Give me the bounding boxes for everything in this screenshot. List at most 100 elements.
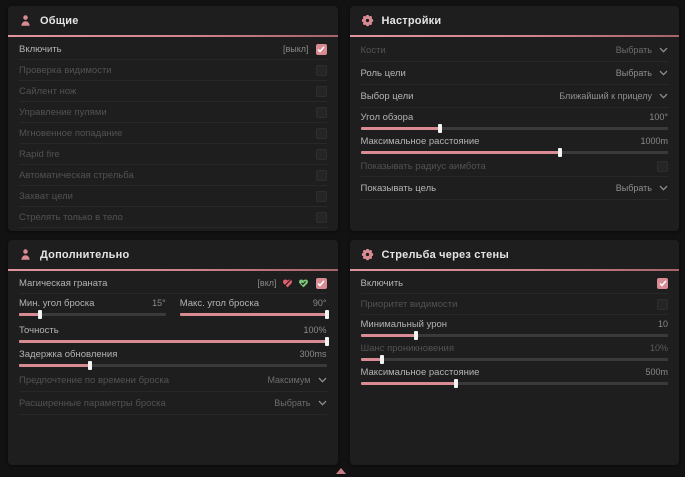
panel-title: Стрельба через стены [381,248,509,261]
dropdown[interactable]: Выбрать [616,45,668,55]
dropdown-value: Выбрать [615,45,652,55]
slider-track[interactable] [179,310,329,319]
dropdown-value: Выбрать [615,183,652,193]
toggle-row: Управление пулями [19,102,327,123]
toggle-row: Захват цели [19,186,327,207]
slider-header: Точность 100% [19,325,327,336]
dropdown[interactable]: Ближайший к прицелу [559,91,668,101]
slider-track[interactable] [360,148,668,157]
chevron-down-icon [318,400,327,406]
panel-header: Настройки [350,6,680,35]
slider-value: 100% [303,325,327,335]
slider-thumb[interactable] [558,148,563,157]
panel-header: Общие [8,6,338,35]
dropdown[interactable]: Выбрать [274,398,326,408]
dropdown-label: Расширенные параметры броска [19,397,166,409]
slider-label: Мин. угол броска [19,298,95,309]
slider-thumb[interactable] [380,355,385,364]
slider-thumb[interactable] [453,379,458,388]
slider-thumb[interactable] [324,310,329,319]
dropdown-label: Кости [360,44,386,56]
toggle-label: Стрелять только в тело [19,211,123,223]
checkbox[interactable] [657,160,668,172]
checkbox[interactable] [315,277,327,289]
dropdown-label: Предпочтение по времени броска [19,374,169,386]
toggle-row: Стрелять только в тело [19,207,327,228]
slider-track[interactable] [360,124,668,133]
slider-fill [360,124,443,133]
slider-track[interactable] [19,310,166,319]
toggle-label: Захват цели [19,190,73,202]
chevron-down-icon [659,93,668,99]
checkbox[interactable] [315,85,327,97]
gear-icon [361,14,374,27]
checkbox[interactable] [315,106,327,118]
slider-header: Шанс проникновения 10% [361,343,669,354]
slider-row: Максимальное расстояние 1000m [360,132,668,157]
dropdown[interactable]: Выбрать [616,183,668,193]
slider-value: 1000m [640,136,668,146]
slider-track[interactable] [360,355,668,364]
slider-track[interactable] [19,361,327,370]
slider-track[interactable] [19,337,329,346]
chevron-down-icon [318,377,327,383]
checkbox[interactable] [315,211,327,223]
dropdown-value: Ближайший к прицелу [559,91,652,101]
toggle-row: Приоритет видимости [360,294,668,315]
slider-value: 10% [649,343,668,353]
slider-label: Максимальное расстояние [360,367,480,378]
slider-row: Максимальное расстояние 500m [360,363,668,388]
slider-thumb[interactable] [87,361,92,370]
checkbox[interactable] [315,127,327,139]
slider-row: Минимальный урон 10 [360,315,669,340]
slider-value: 300ms [299,349,327,359]
checkbox[interactable] [315,64,327,76]
slider-label: Угол обзора [360,112,414,123]
slider-label: Шанс проникновения [360,343,455,354]
dropdown[interactable]: Выбрать [616,68,668,78]
slider-label: Макс. угол броска [179,298,260,309]
heart-on-icon[interactable] [298,278,309,288]
chevron-down-icon [659,70,668,76]
slider-track[interactable] [360,379,668,388]
slider-thumb[interactable] [413,331,418,340]
slider-row: Точность 100% [19,321,329,346]
toggle-row: Проверка видимости [19,60,327,81]
gear-icon [361,248,374,261]
dropdown-label: Показывать цель [360,182,437,194]
checkbox[interactable] [657,277,668,289]
checkbox[interactable] [315,148,327,160]
slider-value: 15° [152,298,166,308]
check-icon [317,40,325,58]
slider-label: Точность [19,325,59,336]
heart-off-icon[interactable] [282,278,293,288]
toggle-row: Rapid fire [19,144,327,165]
aimbot-icon [19,14,32,27]
dropdown-row: Показывать цель Выбрать [360,177,668,200]
toggle-row: Магическая граната [вкл] [19,273,327,294]
panel-rows: Магическая граната [вкл] Мин. угол броска 1… [8,271,338,415]
checkbox[interactable] [657,298,668,310]
dropdown-row: Кости Выбрать [360,39,668,62]
dropdown[interactable]: Максимум [267,375,326,385]
keybind-label: [выкл] [282,44,309,54]
slider-thumb[interactable] [324,337,329,346]
slider-track[interactable] [360,331,668,340]
checkbox[interactable] [315,190,327,202]
slider-header: Минимальный урон 10 [361,319,669,330]
checkbox[interactable] [315,169,327,181]
slider-fill [360,331,418,340]
panel-rows: Включить [выкл] Проверка видимости Сайлент … [8,37,338,228]
checkbox[interactable] [315,43,327,55]
panel-general: Общие Включить [выкл] Проверка видимости Са… [8,6,338,231]
slider-thumb[interactable] [37,310,42,319]
dropdown-value: Выбрать [274,398,311,408]
check-icon [658,274,667,292]
slider-group: Макс. угол броска 90° [179,298,329,321]
toggle-label: Управление пулями [19,106,107,118]
check-icon [317,274,325,292]
slider-thumb[interactable] [438,124,443,133]
slider-value: 90° [312,298,327,308]
slider-label: Минимальный урон [360,319,448,330]
